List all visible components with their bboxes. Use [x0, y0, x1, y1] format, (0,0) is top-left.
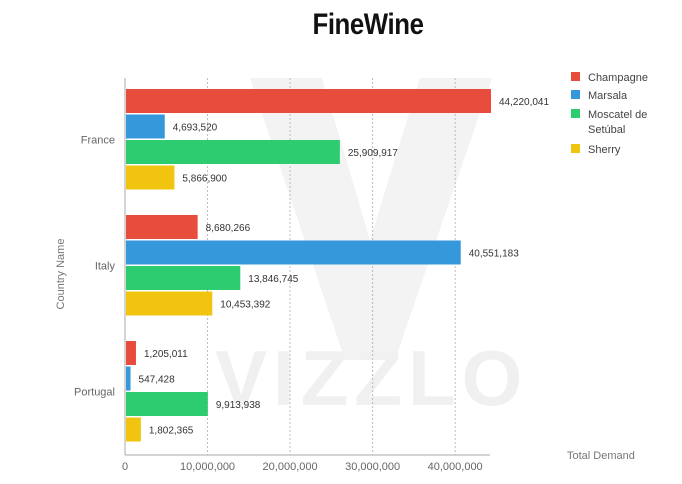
legend-label[interactable]: Sherry — [588, 144, 621, 156]
legend-swatch — [571, 90, 580, 99]
bar[interactable] — [126, 341, 136, 365]
y-axis-title: Country Name — [55, 239, 67, 310]
data-label: 40,551,183 — [469, 249, 519, 260]
bar[interactable] — [126, 240, 461, 265]
data-label: 10,453,392 — [220, 300, 270, 311]
watermark-text: VIZZLO — [215, 334, 528, 422]
data-label: 44,220,041 — [499, 97, 549, 108]
axes: 0 10,000,000 20,000,000 30,000,000 40,000,00… — [55, 78, 635, 473]
legend-label[interactable]: Champagne — [588, 72, 648, 84]
bar[interactable] — [126, 140, 340, 164]
category-label: France — [81, 134, 115, 146]
legend-swatch — [571, 144, 580, 153]
data-label: 547,428 — [139, 375, 176, 386]
legend: Champagne Marsala Moscatel de Setúbal Sherry — [571, 72, 648, 156]
data-label: 8,680,266 — [206, 223, 251, 234]
x-tick-label: 10,000,000 — [180, 461, 235, 473]
category-label: Italy — [95, 260, 116, 272]
x-axis-title: Total Demand — [567, 450, 635, 462]
data-label: 13,846,745 — [248, 274, 298, 285]
x-tick-label: 0 — [122, 461, 128, 473]
bar[interactable] — [126, 417, 141, 442]
watermark-v-mark — [250, 78, 492, 360]
data-label: 4,693,520 — [173, 123, 218, 134]
bar[interactable] — [126, 215, 198, 239]
legend-label[interactable]: Marsala — [588, 90, 628, 102]
legend-label[interactable]: Moscatel de Setúbal — [588, 109, 647, 136]
data-label: 9,913,938 — [216, 400, 261, 411]
x-tick-label: 30,000,000 — [345, 461, 400, 473]
data-label: 25,909,917 — [348, 148, 398, 159]
category-label: Portugal — [74, 386, 115, 398]
bar[interactable] — [126, 165, 175, 190]
data-label: 5,866,900 — [182, 174, 227, 185]
bar[interactable] — [126, 366, 131, 391]
data-label: 1,205,011 — [144, 349, 188, 360]
bar[interactable] — [126, 266, 241, 290]
bars: 44,220,041 4,693,520 25,909,917 5,866,900 8,… — [126, 89, 549, 442]
x-tick-label: 20,000,000 — [263, 461, 318, 473]
bar[interactable] — [126, 114, 165, 139]
x-tick-label: 40,000,000 — [428, 461, 483, 473]
bar[interactable] — [126, 89, 491, 113]
bar[interactable] — [126, 392, 208, 416]
bar[interactable] — [126, 291, 213, 316]
chart-title: FineWine — [312, 8, 424, 41]
legend-swatch — [571, 109, 580, 118]
legend-swatch — [571, 72, 580, 81]
data-label: 1,802,365 — [149, 426, 194, 437]
